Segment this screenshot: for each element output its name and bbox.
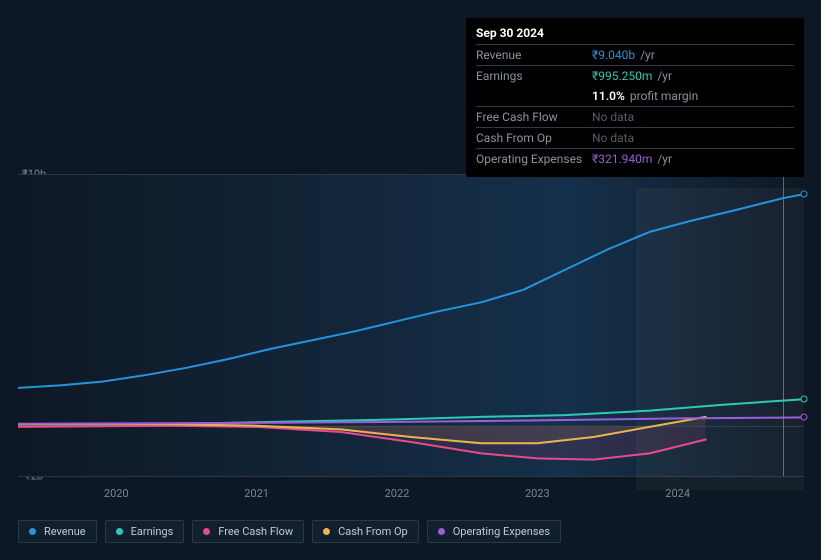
tooltip-row-value: 11.0% profit margin: [592, 88, 794, 104]
legend-label: Free Cash Flow: [218, 525, 293, 538]
tooltip-rows: Revenue₹9.040b /yrEarnings₹995.250m /yr1…: [476, 44, 794, 169]
series-end-dot: [801, 396, 808, 403]
legend-item[interactable]: Earnings: [105, 520, 185, 543]
x-axis-tick-label: 2020: [104, 487, 129, 500]
legend-label: Cash From Op: [338, 525, 408, 538]
x-axis-tick-label: 2022: [385, 487, 410, 500]
series-line: [18, 194, 804, 388]
legend-label: Operating Expenses: [453, 525, 550, 538]
tooltip-row: Free Cash FlowNo data: [476, 106, 794, 127]
chart-legend: Revenue Earnings Free Cash Flow Cash From O…: [18, 520, 561, 543]
legend-item[interactable]: Operating Expenses: [427, 520, 561, 543]
tooltip-row-value: ₹321.940m /yr: [592, 151, 794, 167]
legend-item[interactable]: Cash From Op: [312, 520, 419, 543]
x-axis-tick-label: 2023: [525, 487, 550, 500]
series-end-dot: [801, 414, 808, 421]
tooltip-row-value: No data: [592, 130, 794, 146]
legend-item[interactable]: Free Cash Flow: [192, 520, 304, 543]
tooltip-row: Operating Expenses₹321.940m /yr: [476, 148, 794, 169]
legend-dot-icon: [203, 528, 210, 535]
tooltip-date: Sep 30 2024: [476, 24, 794, 44]
tooltip-row-label: Earnings: [476, 68, 592, 84]
revenue-chart[interactable]: ₹10b₹0-₹2b 20202021202220232024: [18, 160, 804, 500]
tooltip-row: Revenue₹9.040b /yr: [476, 44, 794, 65]
legend-item[interactable]: Revenue: [18, 520, 97, 543]
tooltip-row-label: Free Cash Flow: [476, 109, 592, 125]
legend-label: Revenue: [44, 525, 86, 538]
legend-label: Earnings: [131, 525, 174, 538]
tooltip-row: 11.0% profit margin: [476, 86, 794, 106]
legend-dot-icon: [323, 528, 330, 535]
x-axis-labels: 2020 2021 2022 2023 2024: [18, 484, 804, 500]
x-axis-tick-label: 2021: [244, 487, 269, 500]
tooltip-row-value: ₹9.040b /yr: [592, 47, 794, 63]
tooltip-row-label: [476, 88, 592, 104]
tooltip-row-label: Revenue: [476, 47, 592, 63]
tooltip-row-value: No data: [592, 109, 794, 125]
chart-tooltip: Sep 30 2024 Revenue₹9.040b /yrEarnings₹9…: [466, 18, 804, 177]
chart-lines: [18, 174, 804, 476]
x-axis-tick-label: 2024: [665, 487, 690, 500]
legend-dot-icon: [116, 528, 123, 535]
legend-dot-icon: [438, 528, 445, 535]
tooltip-row-value: ₹995.250m /yr: [592, 68, 794, 84]
legend-dot-icon: [29, 528, 36, 535]
series-end-dot: [801, 191, 808, 198]
tooltip-row-label: Operating Expenses: [476, 151, 592, 167]
tooltip-row: Cash From OpNo data: [476, 127, 794, 148]
tooltip-row: Earnings₹995.250m /yr: [476, 65, 794, 86]
tooltip-row-label: Cash From Op: [476, 130, 592, 146]
